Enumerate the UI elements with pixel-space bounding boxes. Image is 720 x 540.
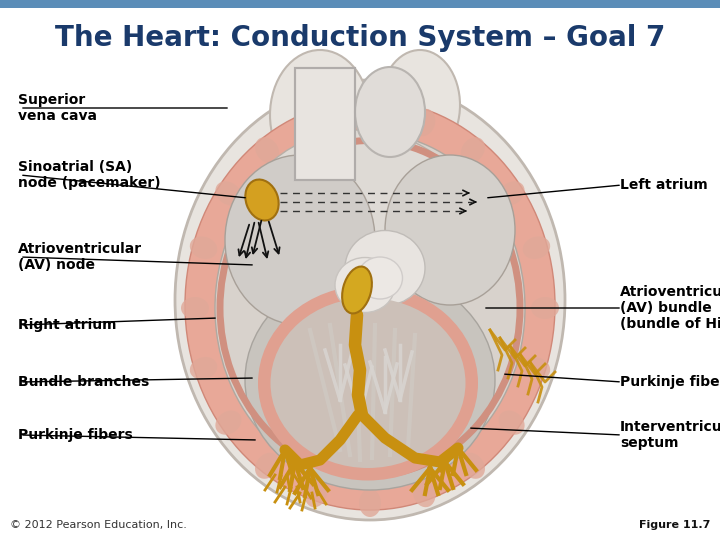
Text: Purkinje fibers: Purkinje fibers	[620, 375, 720, 389]
Ellipse shape	[270, 50, 370, 180]
Text: Right atrium: Right atrium	[18, 318, 117, 332]
Ellipse shape	[215, 133, 525, 483]
Ellipse shape	[380, 50, 460, 160]
Ellipse shape	[225, 155, 375, 325]
Ellipse shape	[190, 357, 217, 380]
Ellipse shape	[305, 480, 328, 507]
Ellipse shape	[413, 109, 436, 136]
Ellipse shape	[190, 237, 217, 259]
Ellipse shape	[385, 155, 515, 305]
Text: Sinoatrial (SA)
node (pacemaker): Sinoatrial (SA) node (pacemaker)	[18, 160, 161, 190]
Ellipse shape	[345, 231, 425, 306]
Ellipse shape	[181, 297, 209, 319]
Ellipse shape	[461, 137, 485, 163]
Ellipse shape	[185, 100, 555, 510]
Ellipse shape	[498, 181, 525, 206]
Ellipse shape	[215, 181, 241, 206]
Ellipse shape	[359, 489, 381, 517]
Text: Interventricular
septum: Interventricular septum	[620, 420, 720, 450]
Ellipse shape	[175, 80, 565, 520]
Text: Bundle branches: Bundle branches	[18, 375, 149, 389]
Bar	[295, 68, 355, 180]
Ellipse shape	[271, 298, 466, 468]
Ellipse shape	[413, 480, 436, 507]
Polygon shape	[295, 68, 355, 180]
Ellipse shape	[358, 257, 402, 299]
Ellipse shape	[238, 130, 478, 340]
Ellipse shape	[523, 357, 550, 380]
Text: Atrioventricular
(AV) node: Atrioventricular (AV) node	[18, 242, 142, 272]
Ellipse shape	[461, 453, 485, 479]
Text: Purkinje fibers: Purkinje fibers	[18, 428, 132, 442]
Ellipse shape	[215, 410, 241, 435]
Ellipse shape	[531, 297, 559, 319]
Ellipse shape	[255, 137, 279, 163]
Text: Superior
vena cava: Superior vena cava	[18, 93, 97, 123]
Ellipse shape	[342, 267, 372, 313]
Ellipse shape	[246, 179, 279, 220]
Bar	[0, 0, 720, 8]
Ellipse shape	[355, 67, 425, 157]
Text: Atrioventricular
(AV) bundle
(bundle of His): Atrioventricular (AV) bundle (bundle of …	[620, 285, 720, 331]
Ellipse shape	[258, 286, 478, 481]
Text: Figure 11.7: Figure 11.7	[639, 520, 710, 530]
Ellipse shape	[523, 237, 550, 259]
Polygon shape	[290, 410, 450, 505]
Ellipse shape	[305, 109, 328, 136]
Ellipse shape	[245, 270, 495, 490]
Ellipse shape	[359, 99, 381, 127]
Text: The Heart: Conduction System – Goal 7: The Heart: Conduction System – Goal 7	[55, 24, 665, 52]
Ellipse shape	[255, 453, 279, 479]
Text: © 2012 Pearson Education, Inc.: © 2012 Pearson Education, Inc.	[10, 520, 187, 530]
Ellipse shape	[498, 410, 525, 435]
Text: Left atrium: Left atrium	[620, 178, 708, 192]
Ellipse shape	[335, 258, 395, 313]
